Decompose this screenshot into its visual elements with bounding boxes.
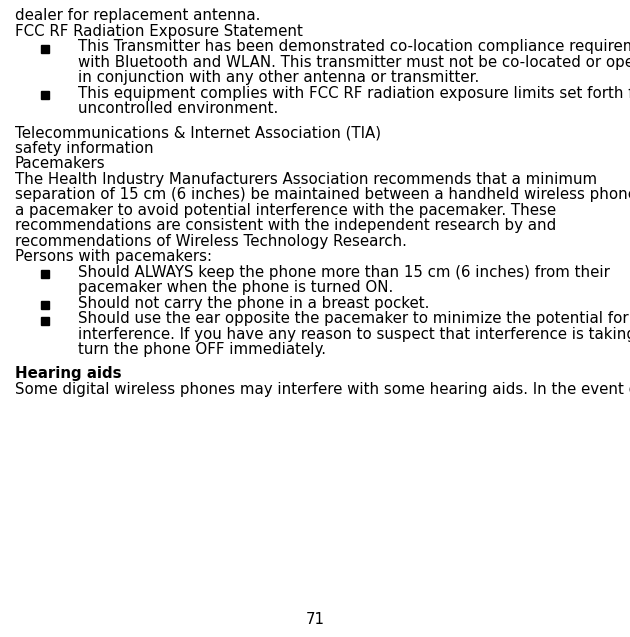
FancyBboxPatch shape [41,270,49,278]
Text: Should not carry the phone in a breast pocket.: Should not carry the phone in a breast p… [78,296,430,311]
Text: This Transmitter has been demonstrated co-location compliance requirements: This Transmitter has been demonstrated c… [78,39,630,54]
Text: Pacemakers: Pacemakers [15,157,106,171]
Text: Should ALWAYS keep the phone more than 15 cm (6 inches) from their: Should ALWAYS keep the phone more than 1… [78,265,610,280]
Text: pacemaker when the phone is turned ON.: pacemaker when the phone is turned ON. [78,280,393,296]
Text: The Health Industry Manufacturers Association recommends that a minimum: The Health Industry Manufacturers Associ… [15,172,597,187]
Text: separation of 15 cm (6 inches) be maintained between a handheld wireless phone a: separation of 15 cm (6 inches) be mainta… [15,187,630,203]
Text: Telecommunications & Internet Association (TIA): Telecommunications & Internet Associatio… [15,125,381,140]
Text: uncontrolled environment.: uncontrolled environment. [78,101,278,117]
Text: with Bluetooth and WLAN. This transmitter must not be co-located or operating: with Bluetooth and WLAN. This transmitte… [78,55,630,70]
FancyBboxPatch shape [41,301,49,309]
Text: in conjunction with any other antenna or transmitter.: in conjunction with any other antenna or… [78,71,479,85]
Text: recommendations of Wireless Technology Research.: recommendations of Wireless Technology R… [15,234,407,249]
Text: interference. If you have any reason to suspect that interference is taking plac: interference. If you have any reason to … [78,327,630,342]
Text: Some digital wireless phones may interfere with some hearing aids. In the event : Some digital wireless phones may interfe… [15,382,630,397]
FancyBboxPatch shape [41,91,49,99]
Text: turn the phone OFF immediately.: turn the phone OFF immediately. [78,343,326,357]
Text: dealer for replacement antenna.: dealer for replacement antenna. [15,8,260,24]
Text: 71: 71 [306,612,324,627]
FancyBboxPatch shape [41,317,49,325]
Text: safety information: safety information [15,141,154,156]
Text: recommendations are consistent with the independent research by and: recommendations are consistent with the … [15,218,556,233]
Text: a pacemaker to avoid potential interference with the pacemaker. These: a pacemaker to avoid potential interfere… [15,203,556,218]
Text: Persons with pacemakers:: Persons with pacemakers: [15,250,212,264]
Text: Hearing aids: Hearing aids [15,366,122,382]
Text: This equipment complies with FCC RF radiation exposure limits set forth for an: This equipment complies with FCC RF radi… [78,86,630,101]
FancyBboxPatch shape [41,45,49,53]
Text: FCC RF Radiation Exposure Statement: FCC RF Radiation Exposure Statement [15,24,303,39]
Text: Should use the ear opposite the pacemaker to minimize the potential for: Should use the ear opposite the pacemake… [78,311,629,326]
